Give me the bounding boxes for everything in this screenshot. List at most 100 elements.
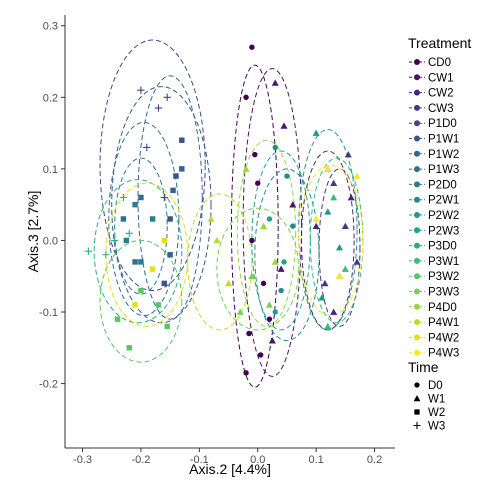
data-point	[143, 143, 151, 152]
legend-color-swatch	[414, 257, 420, 264]
data-point	[278, 287, 284, 294]
data-point	[321, 279, 329, 287]
legend-color-swatch	[414, 181, 420, 188]
legend-color-swatch	[414, 273, 420, 280]
data-point	[318, 294, 326, 301]
data-point	[155, 302, 162, 308]
legend-treatment-label: P4D0	[428, 302, 457, 314]
legend-treatment-title: Treatment	[408, 35, 471, 51]
ellipse-cw1	[242, 68, 303, 377]
data-point	[161, 280, 168, 287]
axes-layer	[64, 15, 395, 449]
legend-treatment-label: P2W1	[428, 195, 459, 207]
x-tick-label: 0.1	[309, 454, 324, 466]
data-point	[272, 309, 278, 315]
ellipses-layer	[93, 39, 364, 388]
x-tick-label: -0.3	[73, 454, 92, 466]
ellipse-p3w2	[99, 239, 183, 363]
data-point	[272, 144, 278, 151]
legend-treatment-label: P2W2	[428, 210, 459, 222]
ellipse-p3d0	[93, 179, 183, 324]
data-point	[84, 247, 93, 255]
ellipse-p3w1	[309, 157, 364, 324]
data-point	[236, 308, 244, 315]
data-point	[179, 166, 185, 172]
data-point	[353, 172, 361, 179]
y-ticks: -0.2 -0.1 0.0 0.1 0.2 0.3	[39, 21, 65, 391]
ellipse-p3w3	[216, 207, 300, 331]
legend-color-swatch	[414, 166, 420, 173]
legend-color-swatch	[414, 196, 420, 203]
data-point	[243, 370, 249, 376]
data-point	[271, 79, 279, 86]
data-point	[341, 222, 349, 229]
data-point	[330, 193, 338, 201]
legend-treatment-label: P1D0	[428, 118, 457, 130]
ellipse-p1w2	[137, 75, 203, 320]
ellipse-cw3	[318, 168, 361, 327]
legend-time-label: W2	[428, 407, 445, 419]
data-point	[252, 151, 258, 158]
data-point	[114, 316, 121, 322]
data-point	[335, 244, 344, 251]
x-tick-label: 0.2	[367, 454, 382, 466]
data-point	[132, 259, 138, 265]
legend-treatment-label: P3W1	[428, 256, 459, 268]
data-point	[125, 229, 133, 237]
y-axis-title: Axis.3 [2.7%]	[25, 191, 41, 273]
legend-time-label: W1	[428, 394, 445, 406]
data-point	[102, 251, 110, 259]
legend-shape-plus	[413, 421, 421, 430]
data-point	[149, 216, 156, 222]
legend-color-swatch	[414, 334, 420, 341]
legend-treatment-label: CW1	[428, 72, 454, 84]
data-point	[268, 337, 276, 344]
legend-color-swatch	[414, 212, 420, 218]
legend-color-swatch	[414, 104, 420, 111]
data-point	[353, 258, 361, 265]
data-point	[255, 180, 261, 186]
points-layer	[84, 44, 361, 376]
data-point	[324, 208, 332, 215]
data-point	[265, 301, 273, 308]
legend-shape-triangle	[413, 395, 421, 402]
data-point	[312, 129, 320, 136]
data-point	[138, 259, 144, 265]
legend-treatment-label: P2W3	[428, 225, 459, 237]
data-point	[137, 86, 145, 94]
data-point	[225, 279, 233, 287]
ellipse-p2w2	[298, 129, 358, 331]
ellipse-cd0	[230, 64, 279, 388]
x-tick-label: 0.0	[250, 454, 265, 466]
data-point	[281, 259, 287, 265]
legend-treatment-label: CD0	[428, 57, 451, 69]
legend-treatment-label: P3W2	[428, 271, 459, 283]
data-point	[126, 345, 132, 351]
data-point	[110, 236, 119, 245]
data-point	[249, 237, 255, 244]
data-point	[249, 44, 255, 50]
y-tick-label: -0.1	[39, 307, 58, 319]
data-point	[120, 216, 127, 222]
ellipse-p2w3	[251, 150, 311, 331]
data-point	[280, 122, 288, 129]
data-point	[324, 322, 332, 330]
ellipse-p4w2	[105, 182, 189, 327]
data-point	[347, 193, 355, 201]
data-point	[277, 265, 285, 272]
data-point	[160, 193, 168, 202]
legend-treatment-label: CW2	[428, 88, 454, 100]
data-point	[167, 216, 173, 222]
data-point	[344, 151, 352, 158]
x-ticks: -0.3 -0.2 -0.1 0.0 0.1 0.2	[73, 448, 382, 466]
legend-color-swatch	[414, 303, 420, 310]
data-point	[243, 94, 249, 101]
data-point	[290, 223, 296, 229]
data-point	[284, 173, 290, 179]
legend-color-swatch	[414, 135, 420, 142]
data-point	[266, 216, 273, 222]
data-point	[242, 165, 250, 172]
data-point	[207, 215, 215, 222]
